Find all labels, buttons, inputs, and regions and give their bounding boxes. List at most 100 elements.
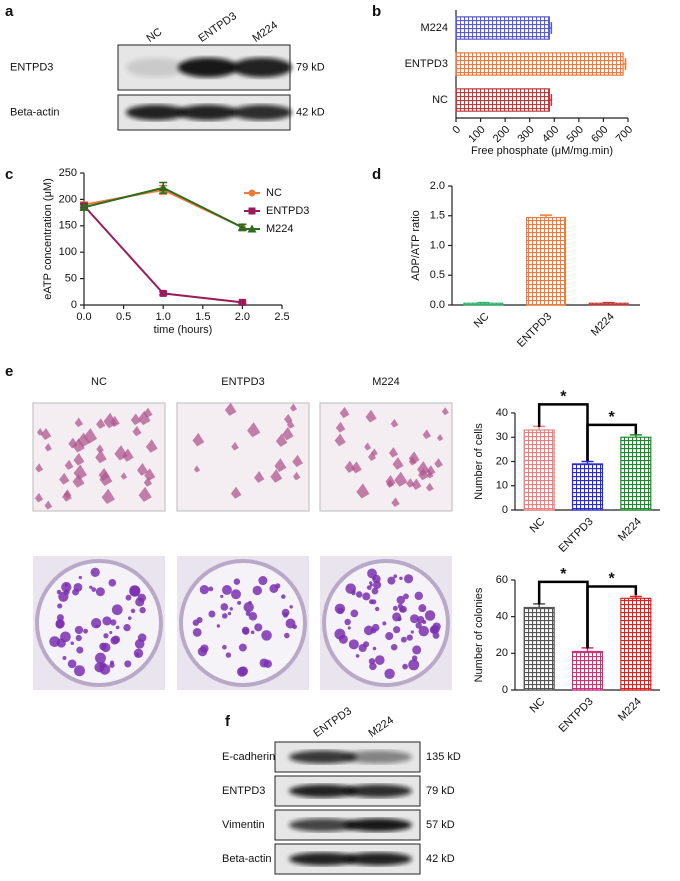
cell bbox=[103, 412, 117, 429]
cell bbox=[270, 469, 283, 483]
colony bbox=[67, 659, 77, 669]
colony bbox=[231, 589, 241, 600]
bar bbox=[463, 302, 504, 306]
y-tick-label: 150 bbox=[59, 220, 77, 232]
size-label: 79 kD bbox=[426, 785, 455, 797]
cell bbox=[247, 422, 261, 438]
x-tick-label: 400 bbox=[540, 124, 561, 145]
colony bbox=[254, 623, 263, 632]
y-tick-label: 40 bbox=[496, 407, 508, 419]
x-axis-title: Free phosphate (μM/mg.min) bbox=[471, 145, 613, 157]
colony bbox=[60, 631, 71, 643]
colony bbox=[245, 611, 251, 616]
colony bbox=[406, 634, 413, 641]
significance-star: * bbox=[609, 571, 616, 588]
colony bbox=[390, 643, 398, 651]
cell bbox=[122, 448, 134, 462]
cell bbox=[44, 500, 53, 510]
y-tick-label: 30 bbox=[496, 431, 508, 443]
cell bbox=[274, 458, 287, 472]
colony bbox=[196, 617, 203, 624]
colony bbox=[362, 592, 371, 601]
legend-label: M224 bbox=[266, 223, 294, 235]
colony bbox=[110, 619, 117, 626]
cell bbox=[143, 477, 153, 487]
y-tick-label: 0 bbox=[71, 299, 77, 311]
colony bbox=[263, 659, 272, 668]
colony bbox=[96, 624, 100, 628]
error-bar bbox=[549, 22, 553, 34]
x-tick-label: M224 bbox=[616, 696, 644, 724]
row-label: Vimentin bbox=[222, 819, 265, 831]
colony bbox=[58, 591, 69, 602]
colony bbox=[57, 603, 63, 609]
lane-label: M224 bbox=[251, 19, 280, 45]
cell bbox=[368, 451, 377, 461]
colony bbox=[382, 621, 387, 626]
colony bbox=[350, 609, 359, 618]
error-bar bbox=[602, 301, 615, 304]
y-tick-label: 0.0 bbox=[430, 299, 445, 311]
colony bbox=[366, 585, 372, 590]
y-tick-label: 0 bbox=[502, 504, 508, 516]
colony bbox=[222, 644, 227, 650]
colony bbox=[414, 591, 423, 601]
y-tick-label: 50 bbox=[65, 273, 77, 285]
x-tick-label: 1.5 bbox=[195, 311, 210, 323]
colony bbox=[355, 591, 363, 598]
colony bbox=[403, 593, 409, 600]
x-tick-label: ENTPD3 bbox=[515, 311, 554, 350]
cell bbox=[275, 433, 288, 447]
colony bbox=[410, 630, 414, 634]
colony bbox=[103, 633, 109, 639]
blot-band bbox=[126, 57, 186, 78]
cell bbox=[72, 473, 85, 488]
cell bbox=[192, 432, 205, 447]
colony bbox=[369, 662, 377, 671]
x-tick-label: 100 bbox=[466, 124, 487, 145]
colony bbox=[124, 660, 132, 668]
colony bbox=[237, 666, 247, 677]
y-tick-label: 1.5 bbox=[430, 210, 445, 222]
cell bbox=[391, 497, 400, 507]
colony bbox=[83, 628, 88, 634]
blot-band bbox=[232, 104, 292, 121]
colony bbox=[252, 585, 262, 596]
blot-band bbox=[126, 104, 186, 121]
cell bbox=[292, 454, 303, 468]
colony bbox=[90, 567, 100, 577]
cell bbox=[64, 459, 74, 470]
size-label: 42 kD bbox=[426, 853, 455, 865]
marker bbox=[248, 189, 256, 197]
lane-label: NC bbox=[145, 26, 165, 45]
colony bbox=[248, 612, 258, 621]
colony bbox=[334, 603, 346, 614]
colony bbox=[348, 639, 359, 650]
cell bbox=[224, 402, 237, 416]
colony bbox=[208, 586, 214, 592]
colony bbox=[408, 659, 420, 671]
colony bbox=[111, 604, 123, 616]
bar bbox=[620, 436, 652, 511]
cell bbox=[339, 406, 350, 419]
cell bbox=[138, 486, 152, 502]
colony bbox=[422, 619, 427, 625]
cell bbox=[44, 443, 52, 452]
panel-label: d bbox=[372, 166, 381, 183]
cell bbox=[231, 441, 239, 451]
colony bbox=[275, 583, 281, 589]
colony bbox=[289, 605, 293, 609]
colony bbox=[112, 635, 121, 644]
colony bbox=[49, 636, 61, 647]
colony bbox=[89, 585, 93, 589]
colony bbox=[76, 646, 84, 654]
x-tick-label: 2.5 bbox=[274, 311, 289, 323]
colony bbox=[284, 632, 290, 639]
significance-star: * bbox=[560, 389, 567, 406]
cell bbox=[390, 418, 399, 428]
colony bbox=[400, 605, 407, 613]
colony bbox=[282, 612, 289, 618]
colony bbox=[233, 578, 241, 585]
colony bbox=[125, 594, 132, 601]
